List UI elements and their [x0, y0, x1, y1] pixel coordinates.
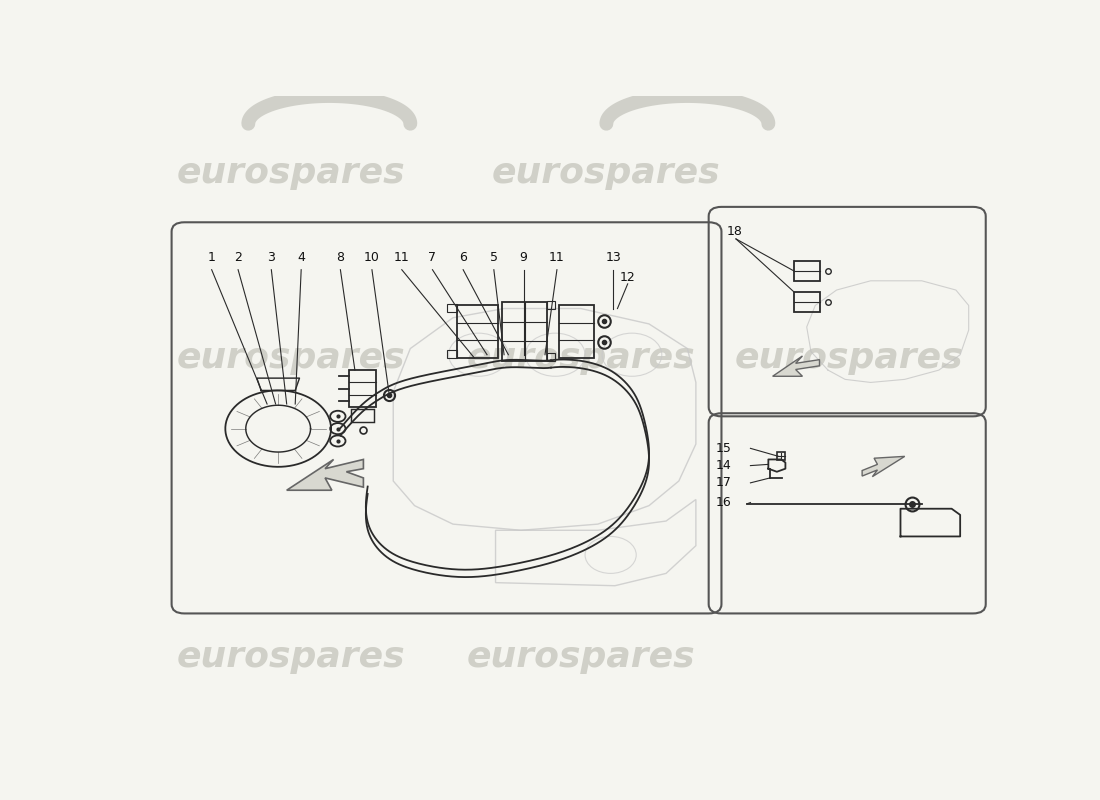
Text: 1: 1 [208, 250, 216, 263]
Bar [351, 409, 374, 422]
Text: 6: 6 [459, 250, 468, 263]
Text: eurospares: eurospares [177, 156, 405, 190]
Text: 10: 10 [364, 250, 380, 263]
Text: 2: 2 [234, 250, 242, 263]
Bar [794, 292, 820, 311]
Bar [503, 302, 547, 361]
Text: eurospares: eurospares [466, 341, 695, 374]
Bar [349, 370, 376, 407]
Text: 5: 5 [490, 250, 498, 263]
Text: 11: 11 [549, 250, 564, 263]
Text: 8: 8 [337, 250, 344, 263]
Text: 12: 12 [619, 271, 636, 284]
Bar [447, 350, 458, 358]
Text: 3: 3 [267, 250, 275, 263]
Text: eurospares: eurospares [735, 341, 964, 374]
Text: eurospares: eurospares [177, 341, 405, 374]
Bar [447, 304, 458, 312]
Text: 13: 13 [605, 250, 621, 263]
Polygon shape [772, 356, 820, 376]
Bar [547, 301, 556, 309]
Text: eurospares: eurospares [492, 156, 720, 190]
Bar [547, 354, 556, 361]
Bar [794, 261, 820, 281]
Text: 17: 17 [716, 476, 732, 490]
Polygon shape [862, 456, 904, 477]
Text: 9: 9 [519, 250, 528, 263]
Text: eurospares: eurospares [466, 639, 695, 674]
Bar [458, 306, 498, 358]
Text: 18: 18 [726, 225, 742, 238]
Text: eurospares: eurospares [177, 639, 405, 674]
Text: 14: 14 [716, 459, 732, 472]
Polygon shape [287, 459, 363, 490]
Bar [560, 306, 594, 358]
Text: 7: 7 [429, 250, 437, 263]
Text: 16: 16 [716, 496, 732, 509]
Text: 11: 11 [394, 250, 409, 263]
Text: 4: 4 [297, 250, 305, 263]
Text: 15: 15 [716, 442, 732, 455]
